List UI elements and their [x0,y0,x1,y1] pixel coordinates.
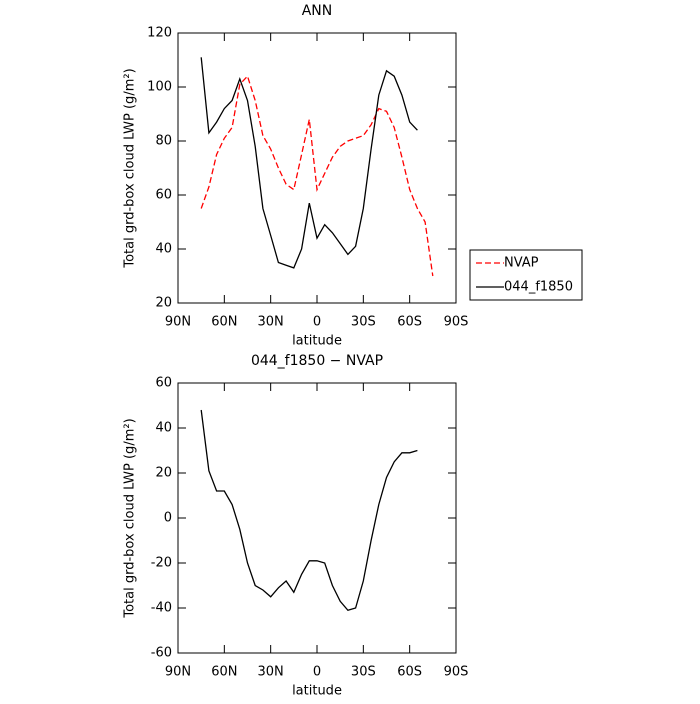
y-tick-label: -60 [151,646,172,661]
data-line [200,57,418,269]
x-tick-label: 30N [258,315,284,330]
y-tick-label: 40 [155,421,172,436]
chart-title: ANN [302,3,333,19]
x-tick-label: 0 [313,665,321,680]
plot-frame [177,32,457,304]
y-tick-label: 0 [164,511,172,526]
y-axis-label: Total grd-box cloud LWP (g/m²) [123,418,138,618]
x-tick-label: 90S [444,665,469,680]
x-tick-label: 30S [351,315,376,330]
x-tick-label: 90S [444,315,469,330]
x-tick-label: 60S [397,665,422,680]
data-line [200,74,434,277]
y-tick-label: 100 [147,80,172,95]
data-line [200,409,418,612]
chart-title: 044_f1850 − NVAP [251,353,383,369]
y-tick-label: 40 [155,242,172,257]
plot-frame [177,382,457,654]
legend-box [469,249,583,301]
y-tick-label: -40 [151,601,172,616]
x-tick-label: 60N [211,665,237,680]
y-tick-label: 60 [155,188,172,203]
x-tick-label: 0 [313,315,321,330]
x-tick-label: 90N [165,315,191,330]
x-axis-label: latitude [292,334,342,349]
legend-label: 044_f1850 [504,280,573,295]
x-tick-label: 30S [351,665,376,680]
y-tick-label: 120 [147,26,172,41]
y-axis-label: Total grd-box cloud LWP (g/m²) [123,68,138,268]
legend-label: NVAP [504,256,539,271]
y-tick-label: -20 [151,556,172,571]
y-tick-label: 20 [155,466,172,481]
y-tick-label: 60 [155,376,172,391]
y-tick-label: 20 [155,296,172,311]
x-tick-label: 30N [258,665,284,680]
x-tick-label: 60N [211,315,237,330]
y-tick-label: 80 [155,134,172,149]
x-tick-label: 60S [397,315,422,330]
x-axis-label: latitude [292,684,342,699]
x-tick-label: 90N [165,665,191,680]
